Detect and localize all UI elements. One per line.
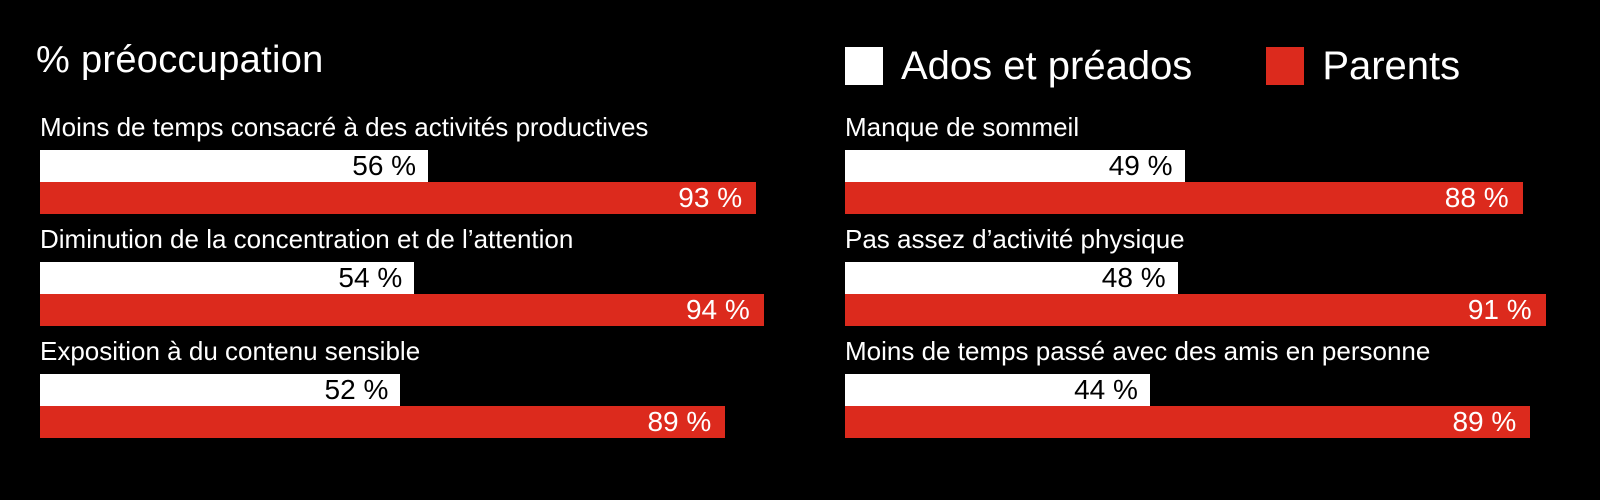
bar-parents: 94 % (40, 294, 764, 326)
legend-item-parents: Parents (1266, 44, 1460, 88)
bar-group-label: Diminution de la concentration et de l’a… (40, 224, 574, 254)
legend-label-parents: Parents (1322, 44, 1461, 88)
bar-group-physical-activity: Pas assez d’activité physique 48 % 91 % (845, 224, 1600, 326)
bar-value-label: 94 % (685, 294, 750, 325)
chart-column-left: Moins de temps consacré à des activités … (40, 112, 810, 448)
bar-value-label: 93 % (678, 182, 743, 213)
bar-ados: 48 % (845, 262, 1178, 294)
bar-parents: 89 % (845, 406, 1531, 438)
bar-value-label: 48 % (1101, 262, 1166, 293)
bar-parents: 88 % (845, 182, 1523, 214)
bar-group-friends-in-person: Moins de temps passé avec des amis en pe… (845, 336, 1600, 438)
bar-parents: 91 % (845, 294, 1546, 326)
bar-parents: 93 % (40, 182, 757, 214)
bar-group-label: Exposition à du contenu sensible (40, 336, 421, 366)
legend-label-ados: Ados et préados (901, 44, 1193, 88)
bar-group-label: Moins de temps passé avec des amis en pe… (845, 336, 1431, 366)
bar-value-label: 49 % (1108, 150, 1173, 181)
legend-swatch-parents-icon (1266, 47, 1305, 85)
bar-group-label: Pas assez d’activité physique (845, 224, 1185, 254)
bar-group-label: Moins de temps consacré à des activités … (40, 112, 649, 142)
bar-group-sleep: Manque de sommeil 49 % 88 % (845, 112, 1600, 214)
bar-value-label: 44 % (1074, 374, 1138, 405)
bar-ados: 54 % (40, 262, 415, 294)
bar-group-concentration: Diminution de la concentration et de l’a… (40, 224, 810, 326)
bar-value-label: 89 % (647, 406, 712, 437)
legend-item-ados: Ados et préados (845, 44, 1192, 88)
bar-value-label: 56 % (352, 150, 417, 181)
bar-value-label: 88 % (1444, 182, 1509, 213)
bar-ados: 52 % (40, 374, 401, 406)
bar-value-label: 54 % (338, 262, 403, 293)
bar-ados: 56 % (40, 150, 429, 182)
legend-swatch-ados-icon (845, 47, 883, 85)
bar-group-sensitive-content: Exposition à du contenu sensible 52 % 89… (40, 336, 810, 438)
bar-ados: 44 % (845, 374, 1150, 406)
bar-value-label: 52 % (324, 374, 389, 405)
bar-value-label: 91 % (1467, 294, 1532, 325)
bar-value-label: 89 % (1452, 406, 1517, 437)
bar-ados: 49 % (845, 150, 1185, 182)
bar-group-label: Manque de sommeil (845, 112, 1080, 142)
bar-parents: 89 % (40, 406, 726, 438)
page-title: % préoccupation (36, 39, 324, 81)
chart-column-right: Manque de sommeil 49 % 88 % Pas assez d’… (845, 112, 1600, 448)
legend: Ados et préados Parents (845, 44, 1460, 88)
bar-group-productive-activities: Moins de temps consacré à des activités … (40, 112, 810, 214)
